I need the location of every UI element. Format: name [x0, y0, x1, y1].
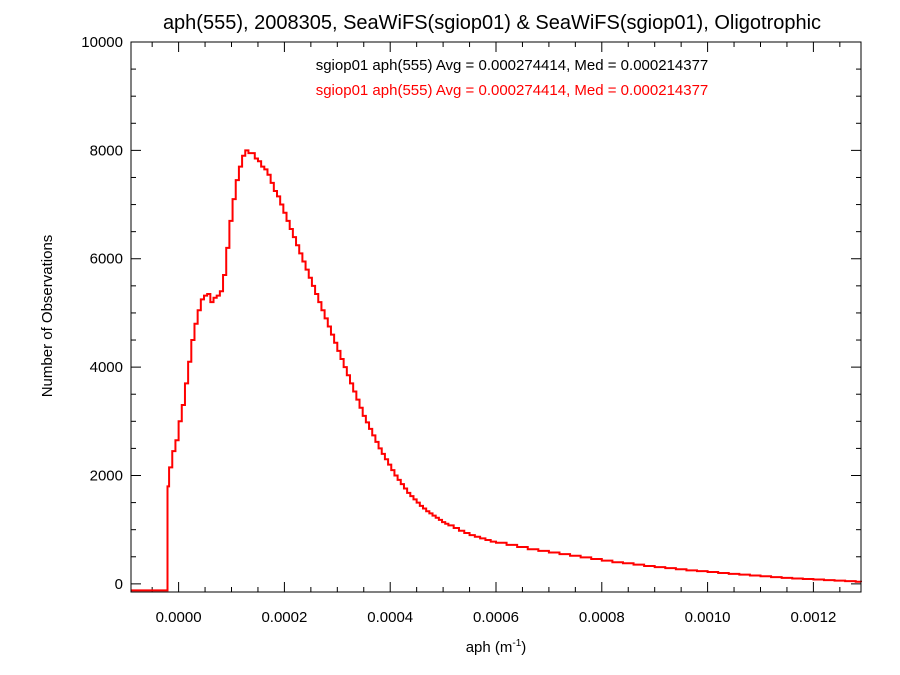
x-axis-label-main: aph (m: [466, 639, 513, 656]
y-tick-label: 4000: [90, 359, 123, 376]
x-axis-label-superscript: -1: [512, 638, 521, 649]
x-axis-ticks: 0.0000 0.0002 0.0004 0.0006 0.0008 0.0010 0.00…: [151, 42, 841, 626]
x-axis-label: aph (m-1): [466, 638, 527, 656]
x-tick-label: 0.0010: [685, 609, 731, 626]
x-tick-label: 0.0008: [579, 609, 625, 626]
x-tick-label: 0.0006: [473, 609, 519, 626]
y-tick-label: 2000: [90, 467, 123, 484]
x-tick-label: 0.0002: [261, 609, 307, 626]
y-tick-label: 8000: [90, 142, 123, 159]
x-tick-label: 0.0000: [156, 609, 202, 626]
y-tick-label: 10000: [81, 34, 123, 51]
legend-entry-red: sgiop01 aph(555) Avg = 0.000274414, Med …: [316, 82, 709, 99]
chart-title: aph(555), 2008305, SeaWiFS(sgiop01) & Se…: [163, 12, 821, 34]
x-axis-label-suffix: ): [521, 639, 526, 656]
y-axis-label: Number of Observations: [39, 235, 56, 398]
y-axis-ticks: 0 2000 4000 6000 8000 10000: [81, 34, 861, 593]
y-tick-label: 6000: [90, 251, 123, 268]
series-layer: [131, 149, 862, 592]
x-tick-label: 0.0012: [790, 609, 836, 626]
plot-frame: [130, 41, 862, 593]
histogram-series-line: [131, 149, 862, 592]
x-tick-label: 0.0004: [367, 609, 413, 626]
y-tick-label: 0: [115, 576, 123, 593]
legend-entry-black: sgiop01 aph(555) Avg = 0.000274414, Med …: [316, 57, 709, 74]
